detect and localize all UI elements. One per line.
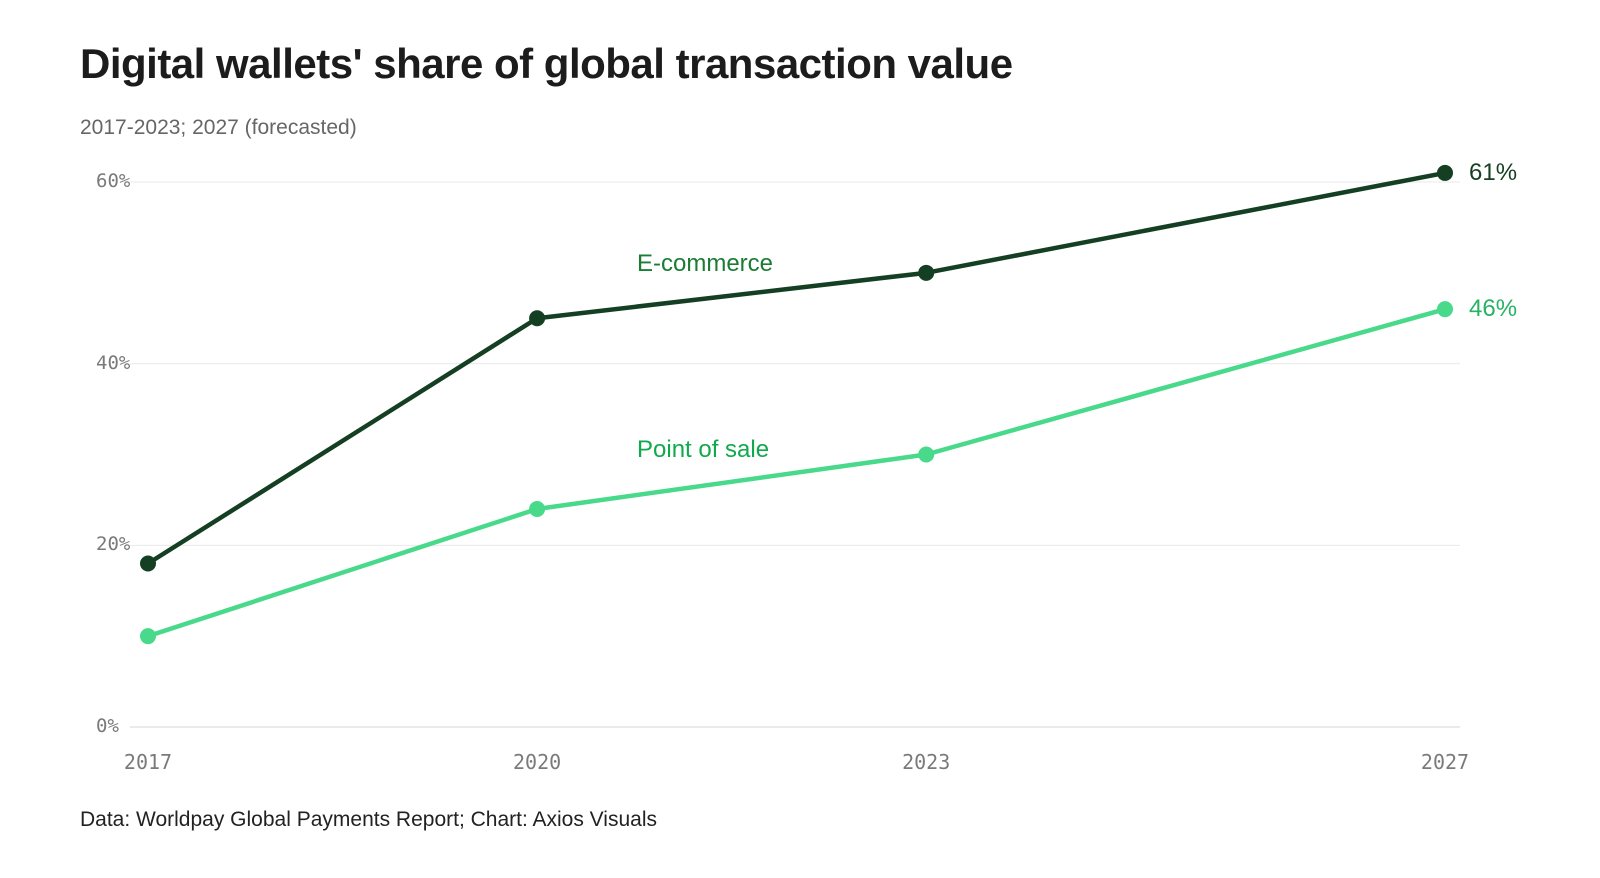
y-tick-label: 40% [96,351,131,374]
source-note: Data: Worldpay Global Payments Report; C… [80,808,657,831]
x-tick-label: 2027 [1420,750,1470,774]
y-tick-label: 20% [96,533,131,556]
series-label-point-of-sale: Point of sale [637,436,770,463]
chart-subtitle: 2017-2023; 2027 (forecasted) [80,116,357,139]
end-value-point-of-sale: 46% [1469,295,1518,323]
series-label-ecommerce: E-commerce [637,250,774,277]
y-tick-label: 60% [96,170,131,192]
x-tick-label: 2020 [513,750,562,774]
end-value-ecommerce: 61% [1469,158,1518,186]
y-tick-label: 0% [96,715,119,737]
x-tick-label: 2017 [123,750,173,774]
chart-title: Digital wallets' share of global transac… [80,40,1013,87]
x-tick-label: 2023 [902,750,951,774]
